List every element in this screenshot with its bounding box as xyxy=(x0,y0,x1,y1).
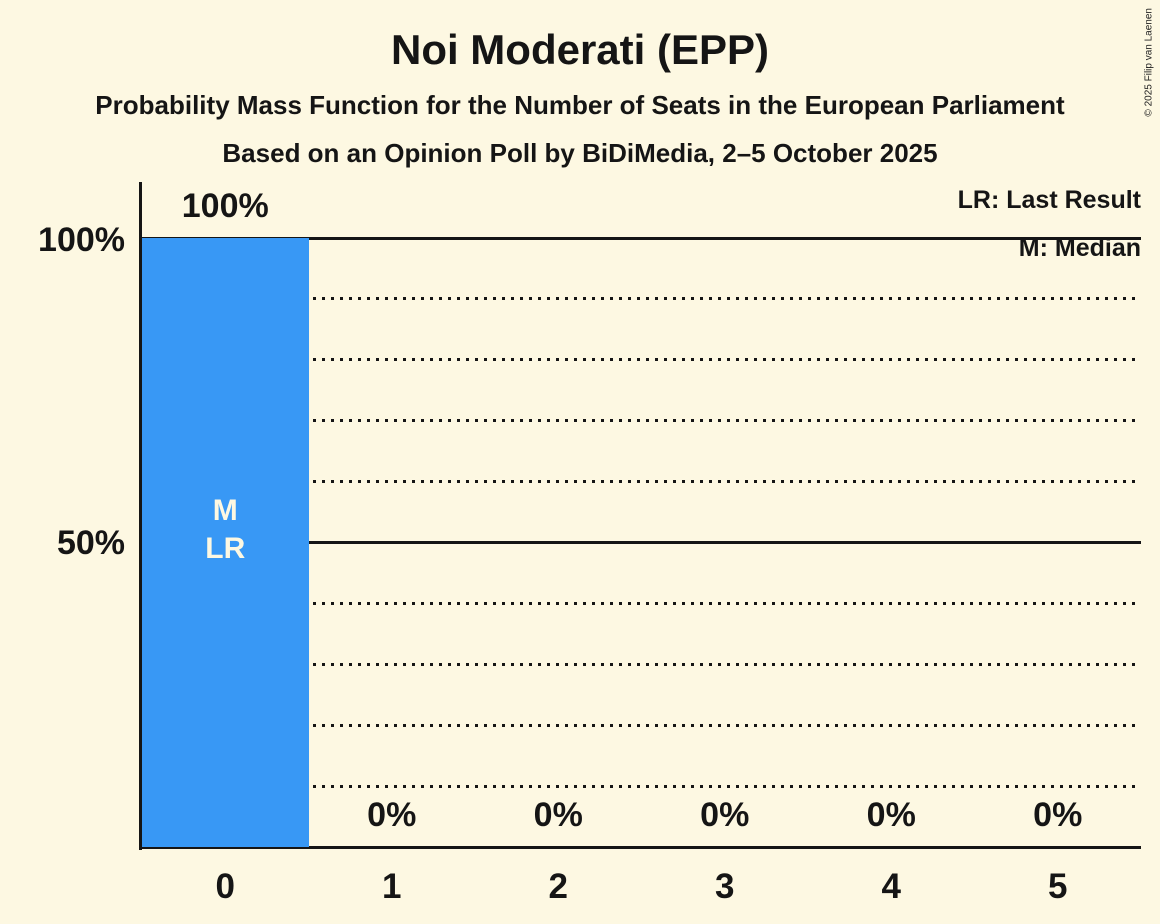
y-axis-label-50: 50% xyxy=(56,524,125,562)
x-tick-label-3: 3 xyxy=(715,867,735,906)
x-tick-label-1: 1 xyxy=(382,867,402,906)
gridline-50pct xyxy=(142,541,1141,544)
copyright-notice: © 2025 Filip van Laenen xyxy=(1144,8,1155,117)
value-label-seats-1: 0% xyxy=(367,796,417,834)
bar-annotation-median-last-result: M LR xyxy=(142,492,309,568)
value-label-seats-2: 0% xyxy=(533,796,583,834)
x-tick-label-2: 2 xyxy=(548,867,568,906)
value-label-seats-5: 0% xyxy=(1033,796,1083,834)
bar-seats-0 xyxy=(142,238,309,847)
x-tick-label-0: 0 xyxy=(215,867,235,906)
x-tick-label-5: 5 xyxy=(1048,867,1068,906)
value-label-seats-3: 0% xyxy=(700,796,750,834)
gridline-10pct xyxy=(142,784,1141,788)
value-label-seats-4: 0% xyxy=(866,796,916,834)
bar-annotation-line-lr: LR xyxy=(205,532,246,565)
chart-subtitle: Probability Mass Function for the Number… xyxy=(95,90,1065,120)
gridline-20pct xyxy=(142,723,1141,727)
gridline-60pct xyxy=(142,480,1141,484)
plot-area: 100% 0 0% 1 0% 2 0% 3 0% 4 0% 5 M LR xyxy=(142,182,1141,906)
gridline-90pct xyxy=(142,297,1141,301)
x-axis-line xyxy=(139,846,1141,849)
gridline-70pct xyxy=(142,419,1141,423)
y-axis-line xyxy=(139,182,142,850)
bar-annotation-line-m: M xyxy=(212,494,238,527)
gridline-80pct xyxy=(142,358,1141,362)
chart-title: Noi Moderati (EPP) xyxy=(390,26,770,73)
value-label-seats-0: 100% xyxy=(181,187,269,225)
x-tick-label-4: 4 xyxy=(881,867,901,906)
gridline-40pct xyxy=(142,601,1141,605)
gridline-30pct xyxy=(142,662,1141,666)
chart-source-line: Based on an Opinion Poll by BiDiMedia, 2… xyxy=(222,138,938,168)
legend-last-result: LR: Last Result xyxy=(957,186,1141,214)
gridline-100pct xyxy=(142,236,1141,240)
y-axis-label-100: 100% xyxy=(38,221,125,259)
